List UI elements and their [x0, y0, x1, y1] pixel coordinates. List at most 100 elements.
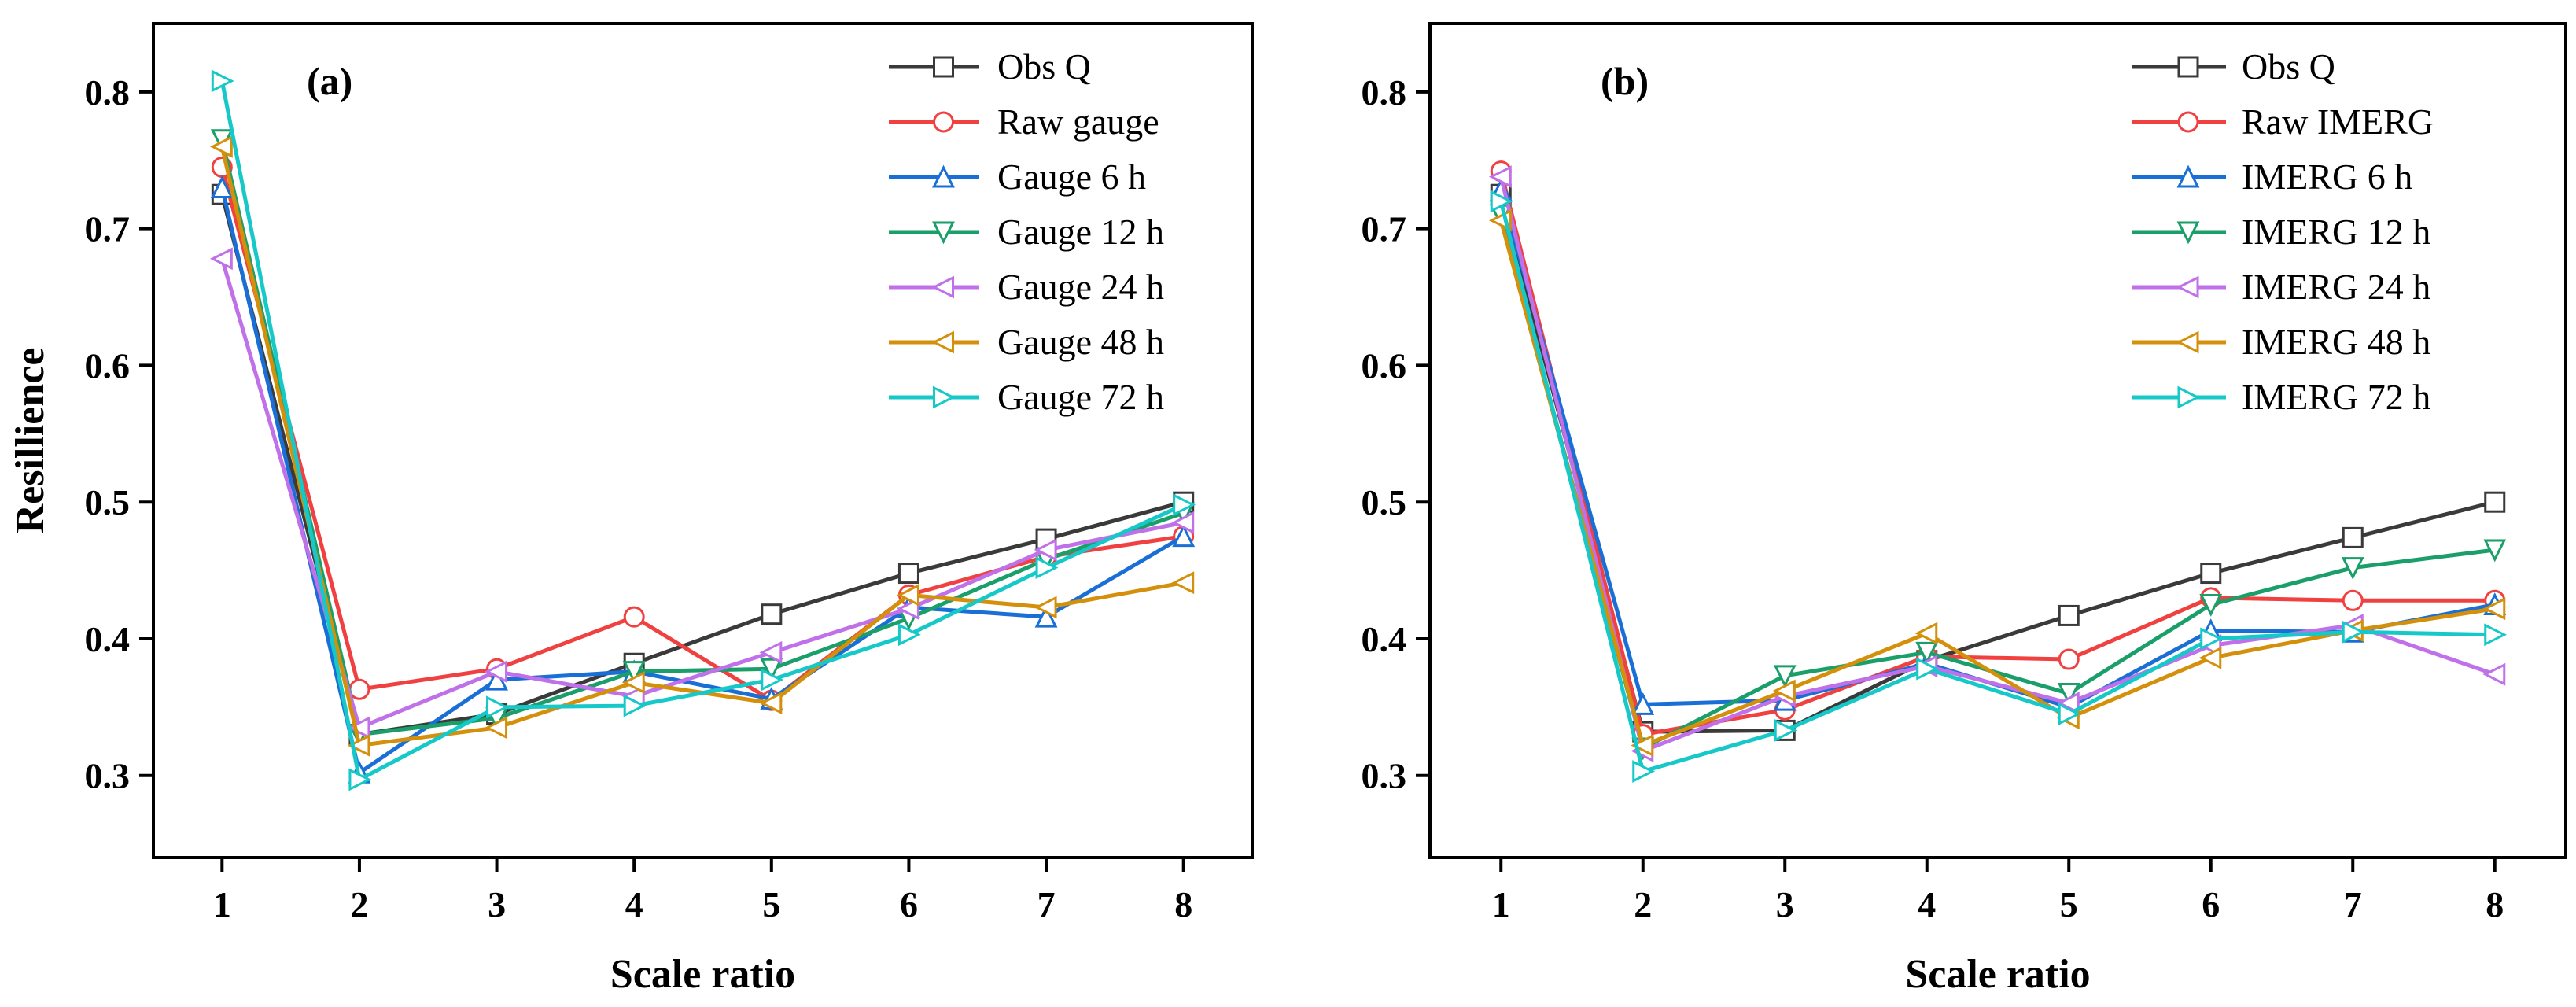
x-tick-label-a: 8	[1174, 884, 1192, 924]
series-line-a-6	[219, 80, 1185, 782]
data-point-b-0-7	[2484, 491, 2506, 513]
plot-frame-a	[152, 22, 1254, 859]
data-point-a-6-5	[897, 623, 921, 647]
legend-marker-a-3	[932, 221, 955, 245]
data-point-b-0-4	[2058, 604, 2080, 626]
data-point-a-5-4	[759, 692, 783, 715]
x-tick-label-b: 8	[2486, 884, 2504, 924]
data-point-a-6-1	[348, 768, 372, 791]
x-tick-label-b: 6	[2202, 884, 2220, 924]
y-tick-label-a: 0.4	[85, 619, 131, 659]
data-point-b-4-0	[1488, 165, 1512, 189]
data-point-a-4-0	[209, 247, 233, 271]
data-point-a-6-3	[623, 694, 647, 717]
y-tick-label-a: 0.5	[85, 482, 131, 522]
data-point-b-3-6	[2341, 557, 2364, 580]
x-tick-label-a: 4	[625, 884, 643, 924]
data-point-b-5-2	[1772, 679, 1796, 703]
data-point-a-3-3	[622, 661, 646, 684]
data-point-a-4-1	[347, 716, 370, 740]
data-point-b-3-4	[2057, 682, 2080, 706]
legend-marker-b-4	[2176, 275, 2199, 299]
y-tick-label-a: 0.8	[85, 72, 131, 113]
data-point-a-5-1	[347, 734, 370, 757]
data-point-b-6-7	[2484, 623, 2508, 647]
series-line-b-1	[1498, 171, 2495, 737]
panel-label-a: (a)	[307, 59, 352, 103]
y-tick-label-a: 0.7	[85, 209, 131, 249]
legend-marker-a-6	[933, 385, 956, 409]
x-tick-label-a: 7	[1037, 884, 1056, 924]
legend-label-a-3: Gauge 12 h	[997, 212, 1164, 252]
data-point-a-6-2	[486, 695, 509, 719]
x-axis-label-a: Scale ratio	[610, 952, 795, 997]
data-point-b-5-5	[2198, 646, 2222, 669]
data-point-b-6-5	[2200, 627, 2224, 651]
y-tick-label-b: 0.4	[1362, 619, 1407, 659]
legend-label-b-1: Raw IMERG	[2242, 101, 2434, 142]
series-line-a-2	[219, 186, 1185, 775]
data-point-b-3-2	[1773, 665, 1797, 688]
legend-marker-a-2	[932, 164, 955, 188]
data-point-b-5-1	[1631, 734, 1654, 757]
legend-label-a-6: Gauge 72 h	[997, 377, 1164, 417]
data-point-a-4-4	[759, 640, 783, 664]
y-axis-label-a: Resillience	[8, 348, 53, 534]
x-tick-label-a: 3	[488, 884, 506, 924]
x-tick-label-a: 2	[350, 884, 368, 924]
data-point-a-3-4	[760, 658, 783, 681]
data-point-a-5-3	[621, 671, 645, 695]
data-point-a-0-4	[761, 603, 783, 625]
legend-label-a-4: Gauge 24 h	[997, 267, 1164, 307]
legend-label-a-0: Obs Q	[997, 46, 1091, 87]
x-axis-label-b: Scale ratio	[1905, 952, 2090, 997]
x-tick-label-b: 4	[1918, 884, 1936, 924]
x-tick-label-b: 5	[2060, 884, 2078, 924]
data-point-b-6-2	[1774, 718, 1797, 742]
data-point-a-6-0	[211, 69, 234, 93]
legend-marker-a-5	[931, 330, 954, 354]
data-point-b-6-6	[2342, 620, 2365, 644]
data-point-a-6-6	[1035, 556, 1059, 580]
legend-label-b-5: IMERG 48 h	[2242, 322, 2430, 362]
data-point-b-0-6	[2342, 526, 2364, 548]
data-point-b-6-3	[1916, 657, 1940, 681]
x-tick-label-b: 2	[1634, 884, 1652, 924]
data-point-a-4-7	[1171, 511, 1195, 534]
data-point-b-3-5	[2199, 594, 2223, 617]
data-point-b-4-4	[2056, 692, 2080, 715]
legend-marker-b-3	[2176, 221, 2200, 245]
legend-label-b-3: IMERG 12 h	[2242, 212, 2430, 252]
plot-frame-b	[1428, 22, 2567, 859]
y-tick-label-b: 0.8	[1362, 72, 1407, 113]
data-point-b-5-7	[2482, 597, 2506, 621]
data-point-a-6-4	[761, 668, 784, 692]
data-point-b-2-1	[1631, 692, 1655, 715]
data-point-b-6-1	[1632, 760, 1656, 783]
y-tick-label-a: 0.6	[85, 345, 131, 385]
y-tick-label-b: 0.6	[1362, 345, 1407, 385]
series-a-4	[209, 247, 1195, 740]
series-line-b-5	[1498, 219, 2496, 748]
data-point-a-4-2	[485, 660, 508, 684]
data-point-a-0-5	[897, 563, 919, 585]
series-a-5	[209, 135, 1195, 757]
y-tick-label-b: 0.7	[1362, 209, 1407, 249]
data-point-a-1-3	[623, 606, 645, 628]
series-line-b-6	[1498, 201, 2495, 774]
data-point-b-1-4	[2058, 648, 2080, 670]
data-point-b-6-0	[1490, 190, 1513, 213]
legend-marker-b-0	[2177, 56, 2199, 78]
legend-marker-b-6	[2177, 385, 2201, 409]
series-line-a-4	[219, 258, 1185, 730]
panel-a: 1 2 3 4 5 6 7 8 0.3 0.4 0.5 0.6 0.7 0.8 Scale ratio Res…	[8, 22, 1254, 997]
data-point-a-2-7	[1172, 524, 1196, 548]
legend-marker-a-0	[933, 56, 954, 78]
legend-marker-b-2	[2176, 164, 2200, 188]
data-point-a-5-6	[1034, 596, 1057, 619]
data-point-b-5-3	[1914, 622, 1938, 645]
series-line-a-3	[219, 139, 1185, 737]
y-tick-label-b: 0.3	[1362, 756, 1407, 796]
data-point-b-3-7	[2483, 539, 2507, 563]
legend-label-b-0: Obs Q	[2242, 46, 2335, 87]
